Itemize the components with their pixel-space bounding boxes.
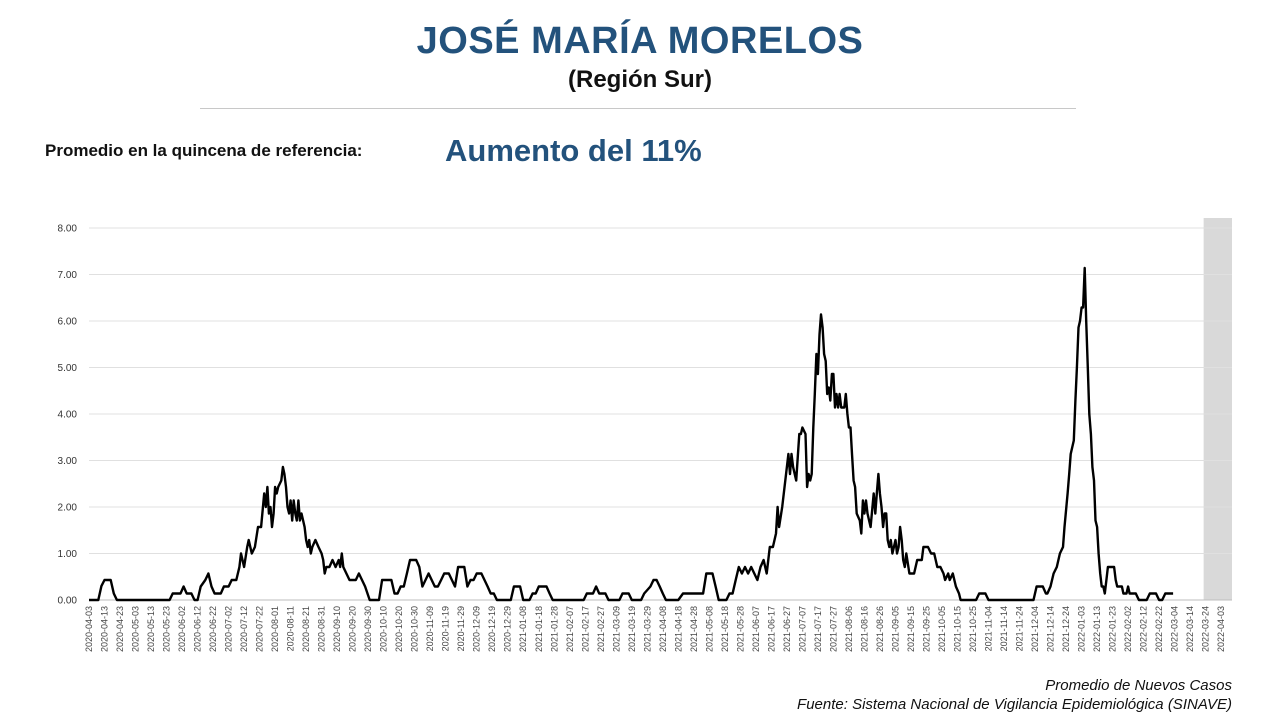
x-tick-label: 2020-04-03 (84, 606, 94, 652)
x-tick-label: 2021-01-08 (518, 606, 528, 652)
x-tick-label: 2021-11-04 (984, 606, 994, 651)
x-tick-label: 2021-12-24 (1061, 606, 1071, 652)
x-tick-label: 2021-07-17 (813, 606, 823, 652)
y-tick-label: 7.00 (58, 270, 78, 281)
x-tick-label: 2021-02-07 (565, 606, 575, 652)
x-tick-label: 2021-05-08 (704, 606, 714, 652)
x-tick-label: 2021-09-25 (921, 606, 931, 652)
source-note: Fuente: Sistema Nacional de Vigilancia E… (797, 696, 1232, 713)
x-tick-label: 2022-02-22 (1154, 606, 1164, 652)
summary-label: Promedio en la quincena de referencia: (45, 141, 363, 160)
x-tick-label: 2020-05-03 (131, 606, 141, 652)
y-tick-label: 4.00 (58, 410, 78, 421)
x-tick-label: 2020-05-23 (162, 606, 172, 652)
x-tick-label: 2020-12-09 (472, 606, 482, 652)
x-tick-label: 2021-07-27 (828, 606, 838, 652)
x-tick-label: 2020-08-31 (317, 606, 327, 652)
x-tick-label: 2021-12-04 (1030, 606, 1040, 652)
x-tick-label: 2022-04-03 (1216, 606, 1226, 652)
y-tick-label: 1.00 (58, 549, 78, 560)
x-tick-label: 2022-02-02 (1123, 606, 1133, 652)
x-tick-label: 2021-01-28 (549, 606, 559, 652)
x-tick-label: 2022-03-14 (1185, 606, 1195, 652)
chart-caption: Promedio de Nuevos Casos (1045, 677, 1232, 694)
x-tick-label: 2021-06-27 (782, 606, 792, 652)
x-tick-label: 2020-12-19 (487, 606, 497, 652)
x-tick-label: 2021-11-24 (1015, 606, 1025, 651)
x-tick-label: 2021-03-29 (642, 606, 652, 652)
title-divider (200, 108, 1076, 109)
x-tick-label: 2021-09-15 (906, 606, 916, 652)
x-tick-label: 2020-11-19 (441, 606, 451, 651)
x-tick-label: 2020-10-30 (410, 606, 420, 652)
x-tick-label: 2022-02-12 (1139, 606, 1149, 652)
x-tick-label: 2021-10-15 (952, 606, 962, 652)
x-tick-label: 2021-09-05 (890, 606, 900, 652)
x-tick-label: 2020-07-22 (255, 606, 265, 652)
x-tick-label: 2020-04-13 (100, 606, 110, 652)
grid-lines (89, 227, 1232, 601)
x-tick-label: 2022-01-13 (1092, 606, 1102, 652)
line-chart: 0.00 1.00 2.00 3.00 4.00 5.00 6.00 7.00 8.00 202… (58, 218, 1232, 652)
page-title: JOSÉ MARÍA MORELOS (416, 20, 864, 62)
x-tick-label: 2020-06-22 (208, 606, 218, 652)
y-tick-label: 6.00 (58, 317, 78, 328)
y-tick-label: 0.00 (58, 596, 78, 607)
x-tick-label: 2021-04-18 (673, 606, 683, 652)
y-tick-label: 3.00 (58, 456, 78, 467)
x-tick-label: 2022-01-03 (1077, 606, 1087, 652)
x-tick-label: 2021-06-17 (766, 606, 776, 652)
x-tick-label: 2021-01-18 (534, 606, 544, 652)
x-tick-label: 2020-10-20 (394, 606, 404, 652)
x-tick-label: 2021-10-25 (968, 606, 978, 652)
x-tick-label: 2022-01-23 (1108, 606, 1118, 652)
x-tick-label: 2020-10-10 (379, 606, 389, 652)
x-tick-label: 2020-08-01 (270, 606, 280, 652)
x-tick-label: 2021-06-07 (751, 606, 761, 652)
x-tick-label: 2021-02-27 (596, 606, 606, 652)
x-tick-label: 2021-10-05 (937, 606, 947, 652)
x-tick-label: 2021-12-14 (1046, 606, 1056, 652)
x-tick-label: 2022-03-24 (1201, 606, 1211, 652)
x-tick-label: 2021-05-28 (735, 606, 745, 652)
x-tick-label: 2021-05-18 (720, 606, 730, 652)
x-tick-label: 2021-08-16 (859, 606, 869, 652)
x-tick-label: 2021-08-06 (844, 606, 854, 652)
x-tick-label: 2020-07-12 (239, 606, 249, 652)
x-tick-label: 2020-07-02 (224, 606, 234, 652)
x-tick-label: 2020-12-29 (503, 606, 513, 652)
summary-value: Aumento del 11% (445, 133, 702, 168)
x-tick-label: 2020-11-09 (425, 606, 435, 651)
x-tick-label: 2021-04-08 (658, 606, 668, 652)
x-tick-label: 2020-09-30 (363, 606, 373, 652)
x-tick-label: 2020-09-10 (332, 606, 342, 652)
x-tick-label: 2020-05-13 (146, 606, 156, 652)
x-tick-label: 2020-09-20 (348, 606, 358, 652)
y-axis: 0.00 1.00 2.00 3.00 4.00 5.00 6.00 7.00 8.00 (58, 224, 78, 607)
y-tick-label: 2.00 (58, 503, 78, 514)
y-tick-label: 5.00 (58, 363, 78, 374)
x-tick-label: 2021-04-28 (689, 606, 699, 652)
page-subtitle: (Región Sur) (568, 66, 712, 93)
series-line (89, 266, 1174, 602)
x-tick-label: 2021-11-14 (999, 606, 1009, 651)
y-tick-label: 8.00 (58, 224, 78, 235)
highlight-band (1203, 218, 1232, 600)
x-tick-label: 2020-08-21 (301, 606, 311, 652)
x-tick-label: 2021-03-09 (611, 606, 621, 652)
x-tick-label: 2020-06-02 (177, 606, 187, 652)
x-tick-label: 2020-06-12 (193, 606, 203, 652)
x-tick-label: 2021-03-19 (627, 606, 637, 652)
x-tick-label: 2020-04-23 (115, 606, 125, 652)
x-tick-label: 2021-07-07 (797, 606, 807, 652)
x-tick-label: 2020-08-11 (286, 606, 296, 651)
x-tick-label: 2022-03-04 (1170, 606, 1180, 652)
x-tick-label: 2020-11-29 (456, 606, 466, 651)
x-tick-label: 2021-08-26 (875, 606, 885, 652)
x-axis: 2020-04-03 2020-04-13 2020-04-23 2020-05-03… (84, 606, 1226, 652)
x-tick-label: 2021-02-17 (580, 606, 590, 652)
